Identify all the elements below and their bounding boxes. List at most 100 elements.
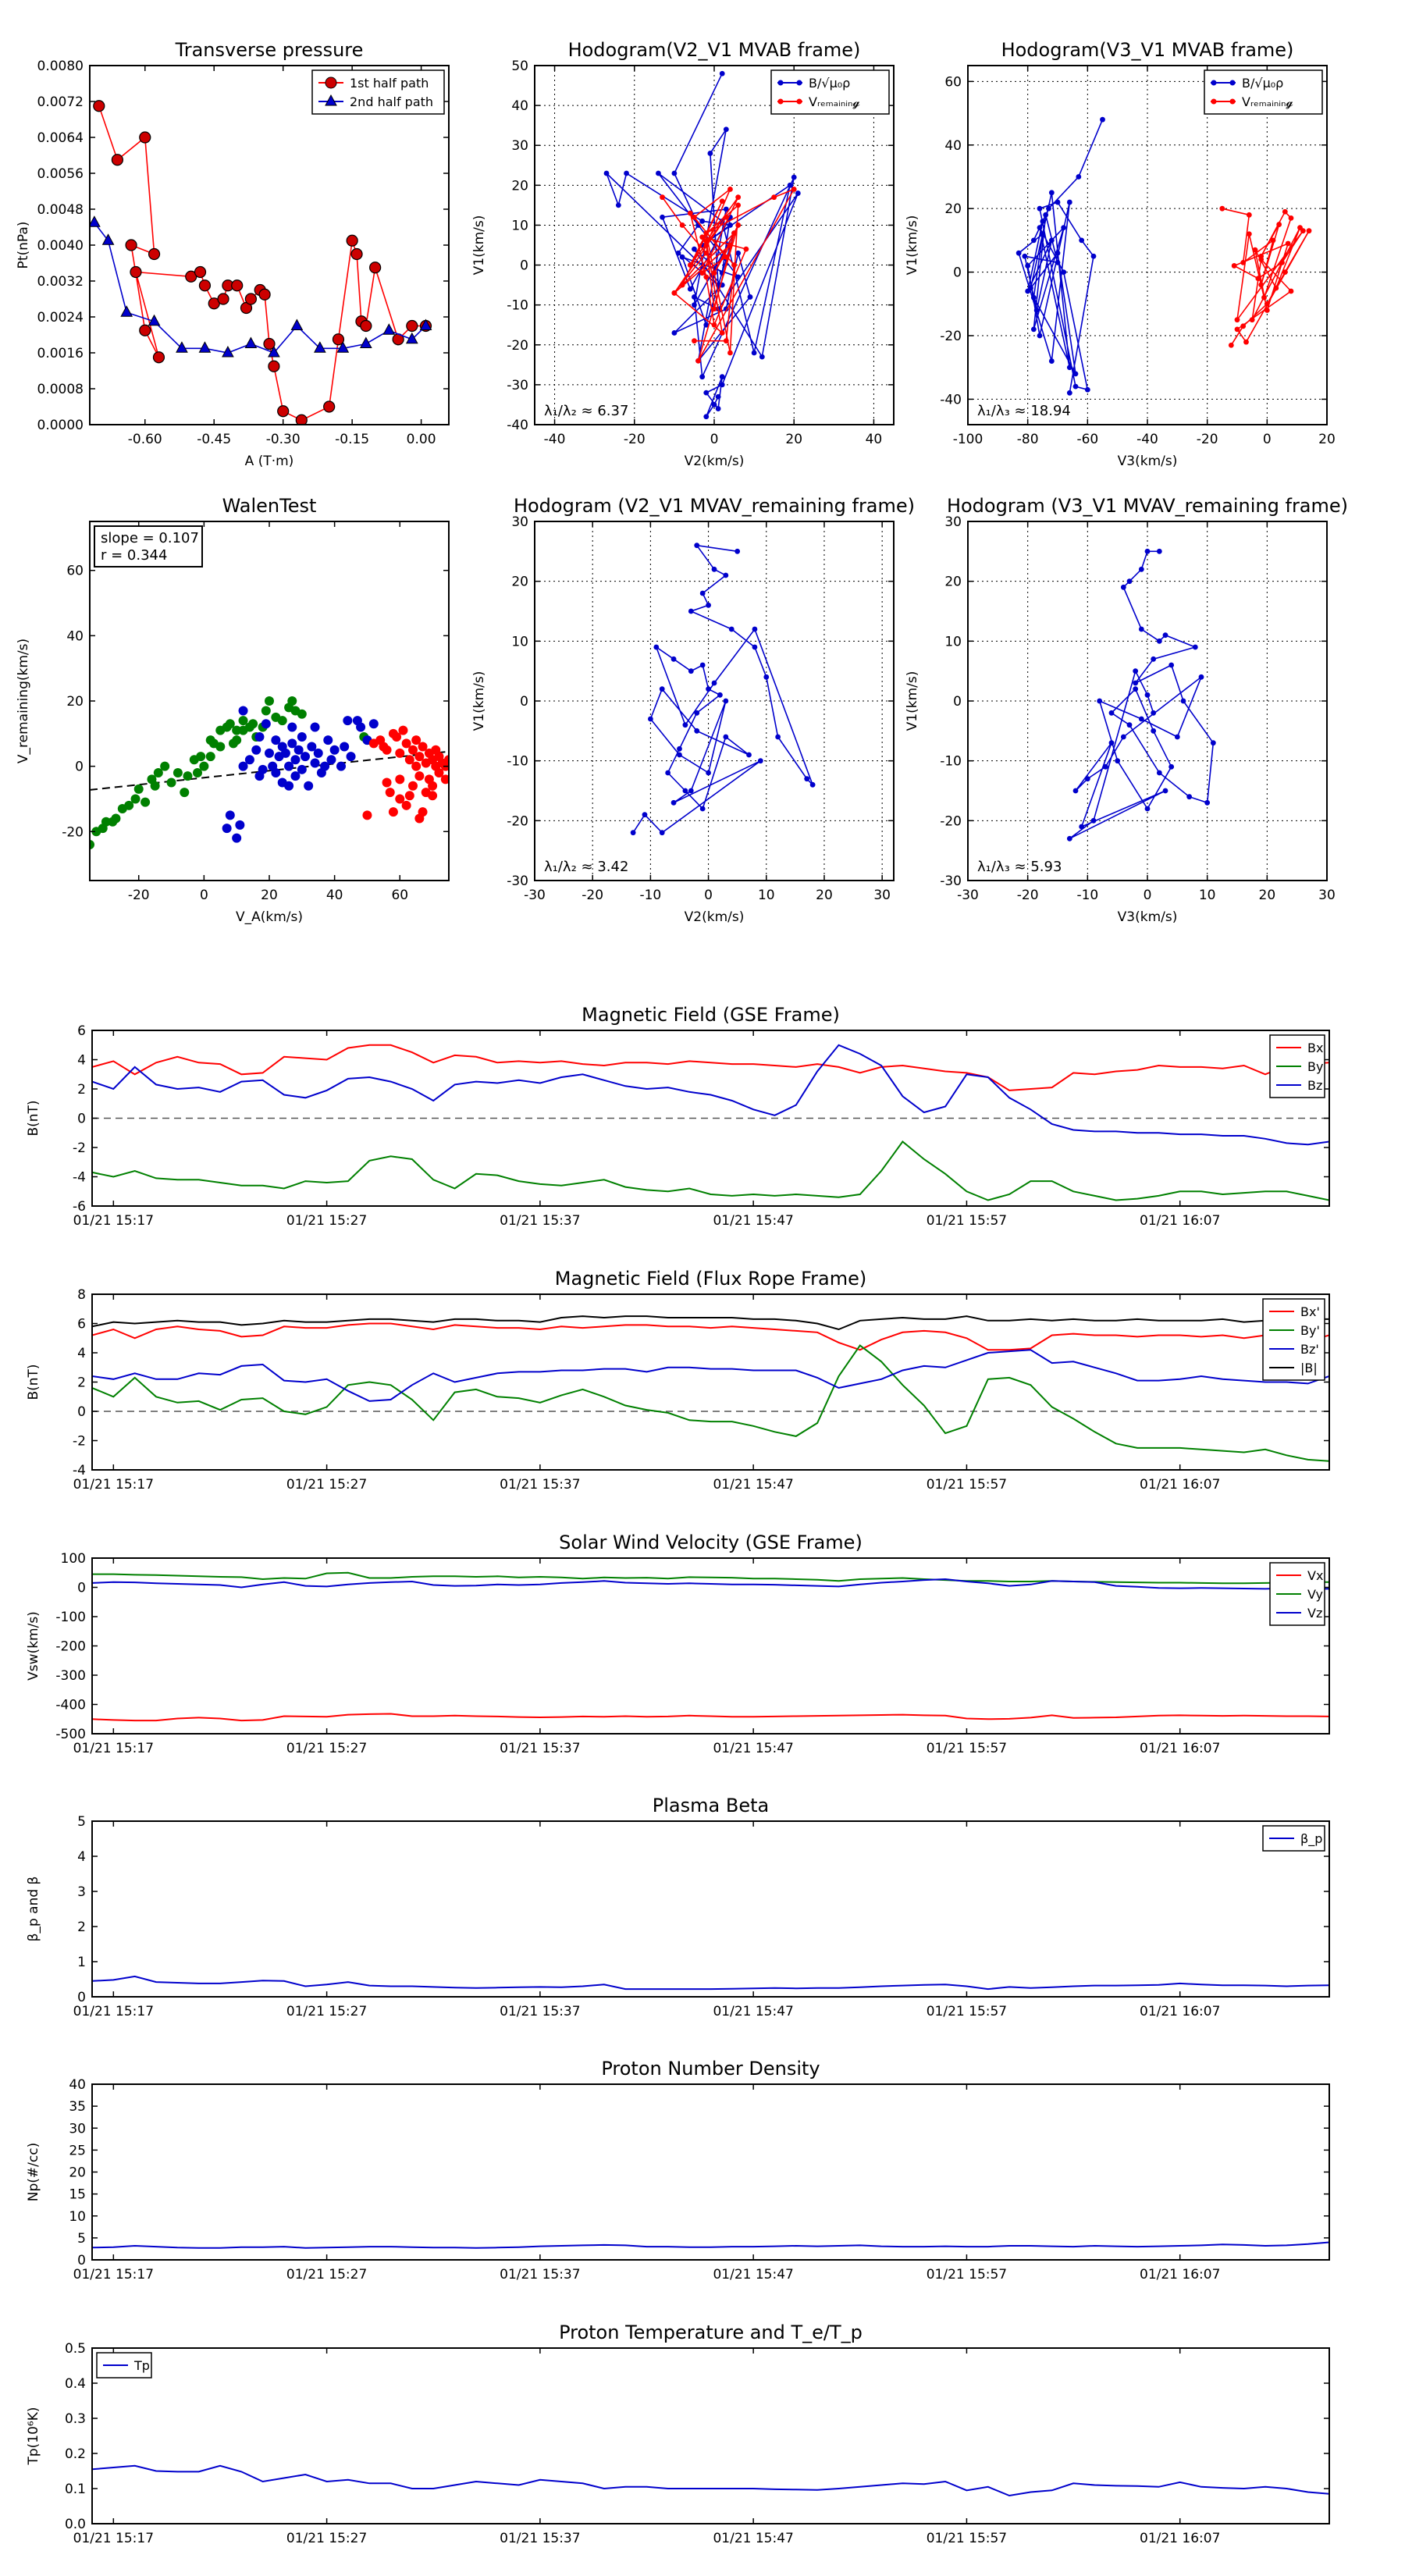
data-point bbox=[419, 318, 432, 330]
data-point bbox=[703, 274, 710, 280]
series-line bbox=[1222, 208, 1310, 346]
data-point bbox=[287, 696, 297, 706]
data-point bbox=[428, 781, 438, 791]
data-point bbox=[630, 830, 636, 836]
x-axis: -20 0 20 40 60 bbox=[128, 521, 408, 903]
x-tick-label: -20 bbox=[582, 888, 603, 903]
legend-label: Vx bbox=[1307, 1568, 1323, 1583]
data-point bbox=[735, 194, 742, 201]
x-tick-label: -10 bbox=[639, 888, 661, 903]
data-point bbox=[1204, 799, 1211, 806]
data-point bbox=[405, 332, 418, 344]
data-point bbox=[1285, 240, 1291, 247]
x-tick-label: 01/21 15:47 bbox=[713, 1741, 793, 1756]
data-point bbox=[1174, 734, 1180, 740]
data-point bbox=[1276, 222, 1282, 227]
data-point bbox=[323, 735, 333, 745]
data-point bbox=[677, 745, 682, 752]
data-point bbox=[1061, 225, 1067, 231]
data-point bbox=[198, 279, 212, 292]
data-point bbox=[1126, 722, 1133, 728]
grid bbox=[535, 521, 894, 881]
data-point bbox=[687, 262, 693, 268]
legend-marker bbox=[777, 98, 784, 105]
data-point bbox=[679, 254, 685, 260]
data-point bbox=[1144, 548, 1151, 554]
y-tick-label: 0 bbox=[75, 760, 84, 775]
data-point bbox=[1168, 763, 1175, 770]
data-point bbox=[232, 833, 242, 843]
y-tick-label: -20 bbox=[940, 329, 962, 344]
x-axis: -100 -80 -60 -40 -20 0 20 bbox=[953, 66, 1336, 447]
data-point bbox=[1030, 326, 1037, 333]
x-tick-label: 20 bbox=[261, 888, 278, 903]
legend-marker bbox=[1211, 80, 1217, 86]
x-tick-label: -20 bbox=[624, 432, 646, 447]
data-point bbox=[653, 644, 660, 650]
y-axis: 0 1 2 3 4 5 bbox=[77, 1814, 1329, 2005]
x-tick-label: 01/21 15:27 bbox=[286, 1213, 367, 1229]
legend-label: Vz bbox=[1307, 1606, 1322, 1621]
data-point bbox=[699, 806, 706, 812]
data-point bbox=[660, 194, 665, 201]
data-point bbox=[692, 294, 697, 300]
x-axis: -40 -20 0 20 40 bbox=[544, 66, 882, 447]
chart-h1: Hodogram(V2_V1 MVAB frame) -40 -30 -20 -10 0 1… bbox=[471, 39, 895, 469]
data-point bbox=[675, 250, 681, 256]
data-point bbox=[711, 566, 717, 572]
y-axis: 0.0000 0.0008 0.0016 0.0024 0.0032 0.0040 0.00… bbox=[37, 59, 449, 433]
x-tick-label: 01/21 15:17 bbox=[73, 1741, 154, 1756]
data-point bbox=[244, 293, 258, 305]
data-point bbox=[1090, 817, 1097, 824]
x-tick-label: -20 bbox=[128, 888, 150, 903]
data-point bbox=[1255, 276, 1261, 282]
x-tick-label: -60 bbox=[1076, 432, 1098, 447]
data-point bbox=[398, 725, 408, 735]
data-point bbox=[444, 755, 449, 765]
data-point bbox=[752, 644, 758, 650]
y-tick-label: 0.0064 bbox=[37, 130, 84, 146]
data-point bbox=[694, 543, 700, 549]
legend-label: Bx bbox=[1307, 1041, 1323, 1055]
x-tick-label: 40 bbox=[326, 888, 343, 903]
x-tick-label: -30 bbox=[957, 888, 979, 903]
data-point bbox=[671, 170, 678, 176]
data-point bbox=[362, 810, 372, 820]
y-tick-label: 0.0048 bbox=[37, 202, 84, 218]
data-point bbox=[395, 748, 405, 758]
data-point bbox=[751, 350, 757, 356]
series-line bbox=[1018, 119, 1104, 393]
data-point bbox=[1240, 323, 1247, 329]
y-axis-label: V1(km/s) bbox=[905, 671, 920, 731]
series-line bbox=[92, 1044, 1329, 1146]
x-tick-label: 60 bbox=[391, 888, 408, 903]
data-point bbox=[757, 758, 763, 764]
y-tick-label: 0 bbox=[77, 1404, 86, 1420]
y-axis-label: V_remaining(km/s) bbox=[16, 639, 31, 763]
series-1st-half-path bbox=[93, 100, 432, 425]
data-point bbox=[268, 345, 280, 358]
legend-frame bbox=[311, 69, 445, 115]
x-tick-label: 01/21 15:37 bbox=[500, 2531, 580, 2546]
x-tick-label: 30 bbox=[873, 888, 891, 903]
x-axis: 01/21 15:17 01/21 15:27 01/21 15:37 01/21 1… bbox=[73, 1821, 1220, 2019]
x-tick-label: 01/21 15:57 bbox=[927, 1213, 1007, 1229]
data-point bbox=[603, 170, 610, 176]
data-point bbox=[346, 234, 358, 247]
y-tick-label: 20 bbox=[69, 2165, 86, 2181]
chart-bfr: Magnetic Field (Flux Rope Frame) -4 -2 0 2 4 6… bbox=[26, 1268, 1330, 1493]
y-tick-label: 4 bbox=[77, 1053, 86, 1069]
data-point bbox=[120, 305, 133, 317]
series-line bbox=[92, 1140, 1329, 1201]
data-point bbox=[1288, 215, 1294, 221]
y-tick-label: -2 bbox=[73, 1140, 86, 1156]
data-point bbox=[251, 745, 261, 755]
legend-frame bbox=[770, 69, 890, 115]
data-point bbox=[703, 238, 710, 244]
y-axis-label: V1(km/s) bbox=[471, 671, 487, 731]
data-point bbox=[173, 768, 183, 777]
y-tick-label: 0.2 bbox=[65, 2446, 86, 2462]
data-point bbox=[411, 735, 422, 745]
y-tick-label: 3 bbox=[77, 1884, 86, 1900]
data-point bbox=[791, 174, 797, 180]
